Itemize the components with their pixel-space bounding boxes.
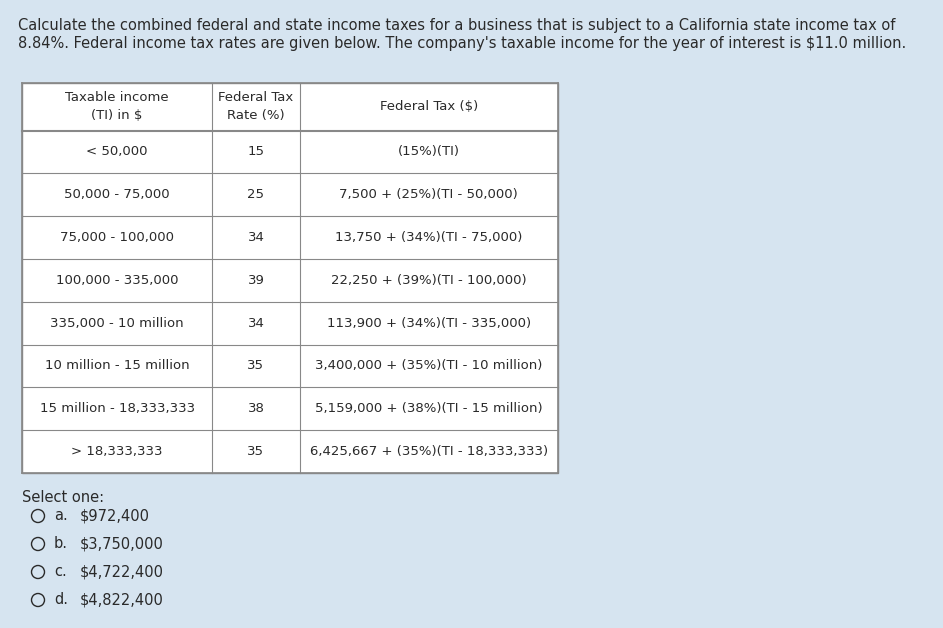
Text: 35: 35 — [247, 445, 264, 458]
Text: < 50,000: < 50,000 — [87, 146, 148, 158]
Text: 22,250 + (39%)(TI - 100,000): 22,250 + (39%)(TI - 100,000) — [331, 274, 526, 287]
Text: $3,750,000: $3,750,000 — [80, 536, 164, 551]
Text: 10 million - 15 million: 10 million - 15 million — [45, 359, 190, 372]
Text: 100,000 - 335,000: 100,000 - 335,000 — [56, 274, 178, 287]
Text: b.: b. — [54, 536, 68, 551]
Text: $972,400: $972,400 — [80, 509, 150, 524]
Text: 6,425,667 + (35%)(TI - 18,333,333): 6,425,667 + (35%)(TI - 18,333,333) — [309, 445, 548, 458]
Circle shape — [31, 593, 44, 607]
Text: (15%)(TI): (15%)(TI) — [398, 146, 460, 158]
Text: $4,722,400: $4,722,400 — [80, 565, 164, 580]
Text: 15 million - 18,333,333: 15 million - 18,333,333 — [40, 403, 194, 415]
Text: Taxable income
(TI) in $: Taxable income (TI) in $ — [65, 91, 169, 122]
Circle shape — [31, 538, 44, 551]
Text: 25: 25 — [247, 188, 264, 202]
Text: 8.84%. Federal income tax rates are given below. The company's taxable income fo: 8.84%. Federal income tax rates are give… — [18, 36, 906, 51]
Text: 3,400,000 + (35%)(TI - 10 million): 3,400,000 + (35%)(TI - 10 million) — [315, 359, 542, 372]
Text: 113,900 + (34%)(TI - 335,000): 113,900 + (34%)(TI - 335,000) — [327, 317, 531, 330]
Text: 34: 34 — [247, 231, 264, 244]
Text: > 18,333,333: > 18,333,333 — [72, 445, 163, 458]
Circle shape — [31, 509, 44, 522]
Text: c.: c. — [54, 565, 67, 580]
FancyBboxPatch shape — [22, 83, 558, 473]
Text: 5,159,000 + (38%)(TI - 15 million): 5,159,000 + (38%)(TI - 15 million) — [315, 403, 542, 415]
Text: 15: 15 — [247, 146, 264, 158]
Text: $4,822,400: $4,822,400 — [80, 592, 164, 607]
Text: 34: 34 — [247, 317, 264, 330]
Text: 75,000 - 100,000: 75,000 - 100,000 — [60, 231, 174, 244]
Circle shape — [31, 565, 44, 578]
Text: 35: 35 — [247, 359, 264, 372]
Text: 50,000 - 75,000: 50,000 - 75,000 — [64, 188, 170, 202]
Text: Calculate the combined federal and state income taxes for a business that is sub: Calculate the combined federal and state… — [18, 18, 895, 33]
Text: 38: 38 — [247, 403, 264, 415]
Text: 13,750 + (34%)(TI - 75,000): 13,750 + (34%)(TI - 75,000) — [335, 231, 522, 244]
Text: Federal Tax ($): Federal Tax ($) — [380, 100, 478, 113]
Text: 335,000 - 10 million: 335,000 - 10 million — [50, 317, 184, 330]
Text: a.: a. — [54, 509, 68, 524]
Text: Select one:: Select one: — [22, 490, 104, 505]
Text: 7,500 + (25%)(TI - 50,000): 7,500 + (25%)(TI - 50,000) — [339, 188, 519, 202]
Text: Federal Tax
Rate (%): Federal Tax Rate (%) — [219, 91, 293, 122]
Text: 39: 39 — [247, 274, 264, 287]
Text: d.: d. — [54, 592, 68, 607]
